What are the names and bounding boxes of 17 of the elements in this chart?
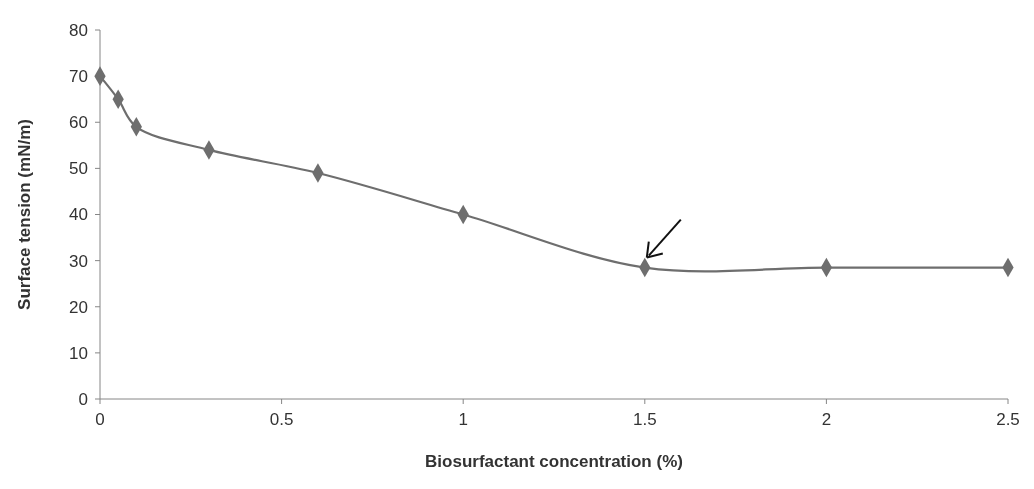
y-tick-label: 80	[69, 20, 88, 40]
y-axis-title: Surface tension (mN/m)	[15, 119, 34, 310]
x-tick-label: 0.5	[269, 410, 294, 429]
x-axis-title: Biosurfactant concentration (%)	[425, 452, 683, 471]
x-tick-label: 2	[821, 410, 832, 429]
y-tick-label: 50	[69, 159, 88, 179]
y-tick-label: 40	[69, 205, 88, 225]
x-tick-label: 0	[95, 410, 105, 429]
x-tick-label: 2.5	[996, 410, 1020, 429]
y-tick-label: 0	[78, 389, 88, 409]
y-tick-label: 70	[69, 67, 88, 87]
y-tick-label: 30	[69, 251, 88, 271]
x-tick-label: 1	[458, 410, 468, 429]
y-tick-label: 20	[69, 297, 88, 317]
y-tick-label: 60	[69, 113, 88, 133]
x-tick-label: 1.5	[632, 410, 657, 429]
y-tick-label: 10	[69, 343, 88, 363]
